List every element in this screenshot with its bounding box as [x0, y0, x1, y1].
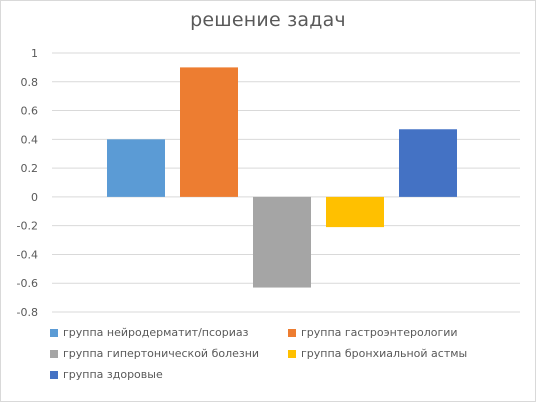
legend-item: группа бронхиальной астмы [288, 347, 467, 360]
y-tick-label: 0.6 [21, 105, 39, 118]
legend-item: группа нейродерматит/псориаз [50, 326, 248, 339]
y-tick-label: 0.2 [21, 162, 39, 175]
chart-title: решение задач [190, 9, 346, 31]
legend-swatch [50, 328, 58, 337]
y-tick-label: 1 [31, 47, 38, 60]
bar[interactable] [107, 139, 165, 197]
y-axis-tick-labels: 1 0.8 0.6 0.4 0.2 0 -0.2 -0.4 -0.6 -0.8 [17, 47, 38, 319]
legend-label: группа гипертонической болезни [63, 347, 260, 360]
y-tick-label: 0.8 [21, 76, 39, 89]
legend-swatch [288, 349, 296, 358]
legend-swatch [50, 349, 58, 358]
legend-label: группа бронхиальной астмы [301, 347, 468, 360]
bar[interactable] [399, 129, 457, 197]
bar[interactable] [253, 196, 311, 288]
legend-label: группа нейродерматит/псориаз [63, 326, 249, 339]
bars [107, 67, 457, 288]
y-tick-label: -0.2 [17, 220, 38, 233]
legend-label: группа здоровые [63, 368, 163, 381]
legend-swatch [50, 370, 58, 379]
y-tick-label: -0.4 [17, 248, 38, 261]
legend-swatch [288, 328, 296, 337]
y-tick-label: 0.4 [21, 133, 39, 146]
bar[interactable] [180, 67, 238, 197]
bar[interactable] [326, 196, 384, 228]
legend-item: группа здоровые [50, 368, 163, 381]
y-tick-label: -0.6 [17, 277, 38, 290]
legend-item: группа гипертонической болезни [50, 347, 259, 360]
legend-item: группа гастроэнтерологии [288, 326, 458, 339]
y-tick-label: 0 [31, 191, 38, 204]
y-tick-label: -0.8 [17, 306, 38, 319]
legend-label: группа гастроэнтерологии [301, 326, 458, 339]
